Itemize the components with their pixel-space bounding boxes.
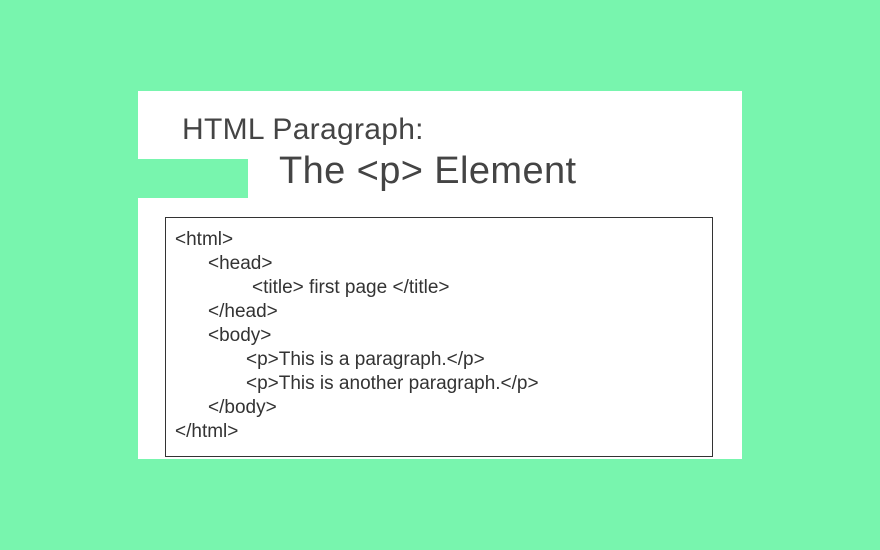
title-line-1: HTML Paragraph:: [182, 113, 424, 146]
code-line: <body>: [208, 325, 272, 346]
code-line: <p>This is a paragraph.</p>: [246, 349, 485, 370]
code-line: <html>: [175, 229, 234, 250]
code-line: </head>: [208, 301, 278, 322]
code-line: <title> first page </title>: [252, 277, 450, 298]
code-line: <p>This is another paragraph.</p>: [246, 373, 539, 394]
code-line: </body>: [208, 397, 277, 418]
card-notch: [138, 159, 248, 198]
code-box: <html> <head> <title> first page </title…: [165, 217, 713, 457]
code-line: <head>: [208, 253, 273, 274]
title-line-2: The <p> Element: [279, 150, 577, 192]
code-line: </html>: [175, 421, 239, 442]
